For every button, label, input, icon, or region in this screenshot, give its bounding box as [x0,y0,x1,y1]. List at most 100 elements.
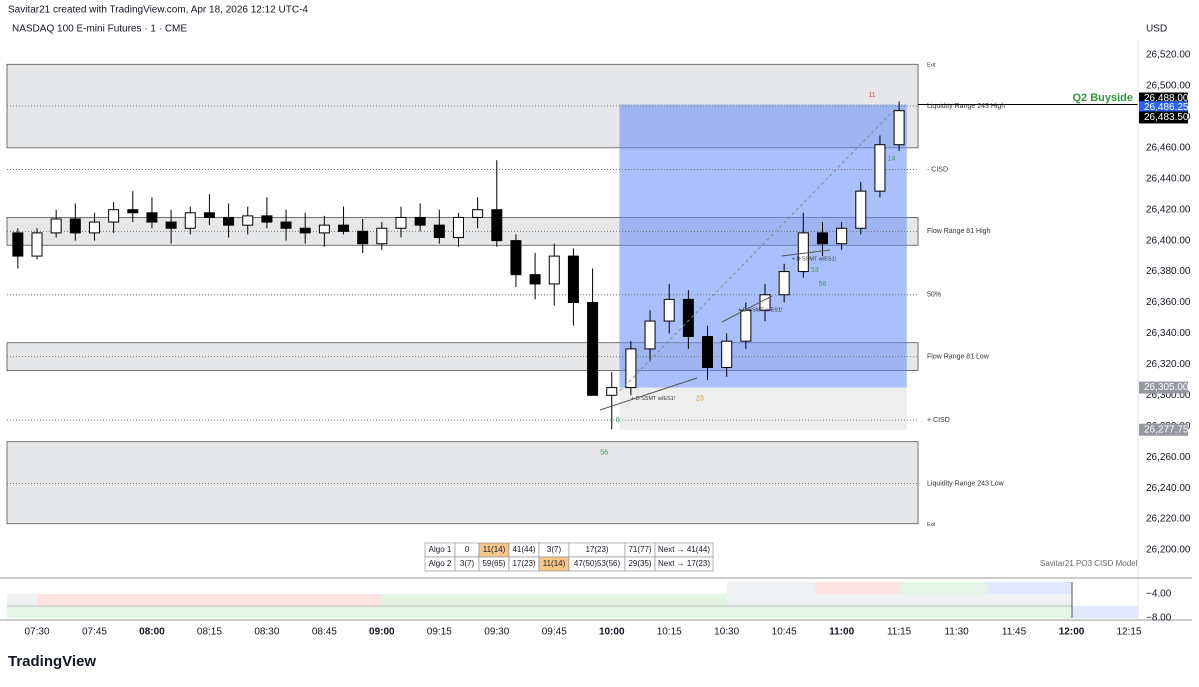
x-tick-label: 10:15 [657,627,682,638]
candle-body [721,340,733,368]
table-text: 0 [465,545,470,554]
lower-tick: −4.00 [1146,589,1172,600]
x-tick-label: 09:45 [542,627,567,638]
y-tick-label: 26,400.00 [1146,235,1191,246]
y-tick-label: 26,420.00 [1146,204,1191,215]
x-tick-label: 07:45 [82,627,107,638]
candle-body [548,255,560,285]
y-tick-label: 26,440.00 [1146,173,1191,184]
candle-body [529,274,541,285]
chart-title: NASDAQ 100 E-mini Futures · 1 · CME [12,24,187,35]
candle-body [663,298,675,322]
candle-body [31,232,43,257]
annotation: 56 [600,449,608,456]
annotation: 53 [811,267,819,274]
level-label: Flow Range 81 Low [927,353,990,360]
candle-body [702,336,714,368]
candle-body [778,271,790,296]
candle-body [587,302,599,396]
table-text: 41(44) [512,545,535,554]
candle-body [50,218,62,234]
table-text: 47(50)53(56) [574,559,621,568]
table-text: 3(7) [547,545,562,554]
level-label: Flow Range 81 High [927,228,991,235]
y-tick-label: 26,220.00 [1146,514,1191,525]
annotation: + D SSMT w/ES1! [631,396,676,402]
box [619,104,907,388]
x-tick-label: 09:15 [427,627,452,638]
candle-body [184,212,196,229]
candle-body [318,224,330,234]
table-text: 59(65) [482,559,505,568]
candle-body [88,221,100,234]
ssmt-line [781,249,831,257]
price-tag [1139,101,1188,114]
lower-tick: −8.00 [1146,613,1172,624]
table-text: Algo 2 [429,559,452,568]
candle-body [836,227,848,245]
candle-body [740,309,752,342]
y-tick-label: 26,200.00 [1146,545,1191,556]
annotation: + D SSMT w/ES1! [738,308,783,314]
price-tag-label: 26,305.00 [1144,382,1189,393]
level-label: + CISD [927,417,950,424]
candle-body [816,232,828,245]
annotation: 0 [616,417,620,424]
price-tag [1139,423,1188,436]
x-tick-label: 09:00 [369,627,395,638]
x-tick-label: 09:30 [484,627,509,638]
candle-body [223,216,235,226]
table-text: Algo 1 [429,545,452,554]
annotation: + D SSMT w/ES1! [792,257,837,263]
table-text: 3(7) [460,559,475,568]
candle-body [491,209,503,242]
price-tag [1139,381,1188,394]
indicator-name: Savitar21 PO3 CISD Model [1040,559,1138,568]
annotation: 11 [868,92,875,99]
candle-body [127,209,139,214]
lower-panel [0,577,1192,621]
candle-body [452,216,464,239]
candle-body [855,190,867,229]
level-label: Liquidity Range 243 Low [927,480,1005,487]
y-tick-label: 26,300.00 [1146,390,1191,401]
candle-body [242,215,254,226]
candle-body [280,221,292,229]
candle-body [357,230,369,245]
logo: TradingView [8,653,96,670]
candle-body [472,209,484,218]
x-tick-label: 10:30 [714,627,739,638]
candle-body [108,209,120,223]
ssmt-line [721,295,773,323]
x-tick-label: 10:00 [599,627,625,638]
x-tick-label: 10:45 [772,627,797,638]
candle-body [606,387,618,396]
level-label: Exit [927,63,936,69]
candle-body [395,216,407,229]
candle-body [625,348,637,389]
y-tick-label: 26,260.00 [1146,452,1191,463]
candle-body [682,298,694,338]
candle-body [414,216,426,226]
currency: USD [1146,24,1167,35]
candle-body [644,320,656,350]
candle-body [12,232,24,257]
y-tick-label: 26,460.00 [1146,142,1191,153]
level-label: Liquidity Range 243 High [927,103,1005,110]
annotation: 23 [696,395,704,402]
buyside-label: Q2 Buyside [1072,92,1133,104]
table-text: 29(35) [628,559,651,568]
x-tick-label: 11:30 [944,627,969,638]
y-tick-label: 26,380.00 [1146,266,1191,277]
y-tick-label: 26,320.00 [1146,359,1191,370]
price-tag-label: 26,483.50 [1144,112,1189,123]
y-tick-label: 26,240.00 [1146,483,1191,494]
x-tick-label: 08:15 [197,627,222,638]
candle-body [433,224,445,239]
candle-body [338,224,350,232]
x-tick-label: 12:15 [1116,627,1141,638]
x-tick-label: 11:15 [887,627,912,638]
table-text: 11(14) [483,545,506,554]
